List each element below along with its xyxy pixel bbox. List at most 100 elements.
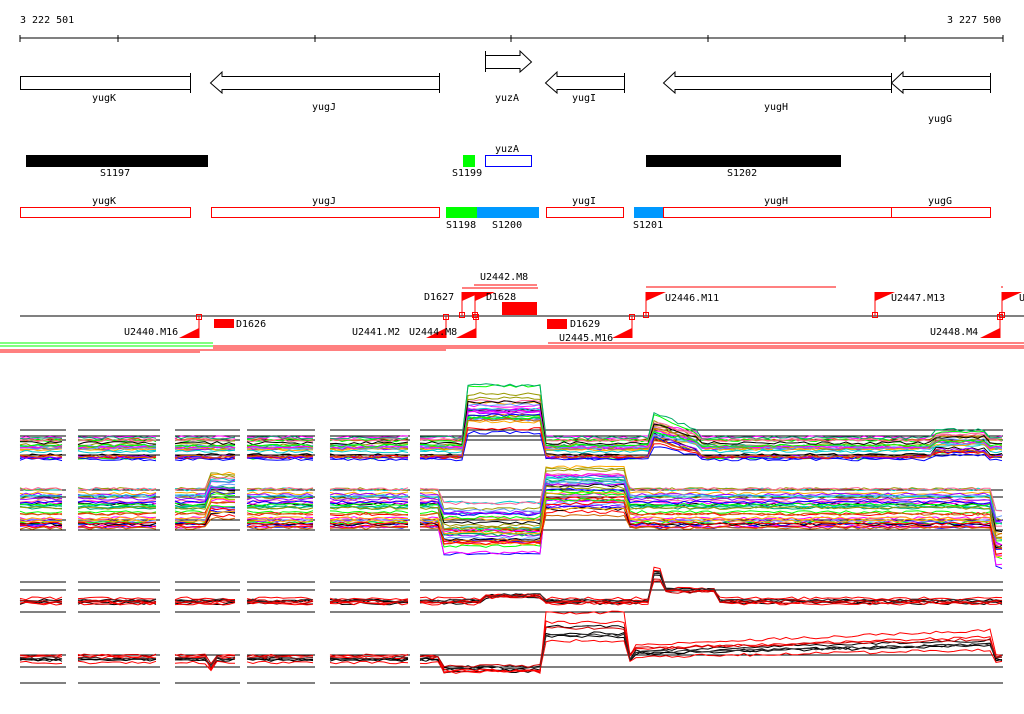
expression-trace [19, 599, 63, 603]
annotation-S1198[interactable] [446, 207, 477, 218]
expression-trace [77, 455, 157, 460]
expression-trace [77, 526, 157, 530]
expression-trace [174, 457, 236, 462]
feature-D1628[interactable] [502, 302, 537, 315]
expression-trace [77, 497, 157, 501]
annotation-S1200[interactable] [477, 207, 539, 218]
expression-trace [174, 653, 236, 665]
annotation-track: yugK yugJ S1198 S1200 yugI S1201 yugH yu… [20, 196, 991, 231]
expression-trace [174, 438, 236, 442]
expression-trace [419, 430, 1003, 462]
expression-trace [77, 660, 157, 665]
expression-trace [419, 482, 1003, 523]
flag-markers [179, 292, 1022, 338]
gene-track: yugK yugJ yuzA yugI yugH yugG [20, 49, 991, 125]
expression-trace [419, 633, 1003, 669]
expression-trace [77, 601, 157, 606]
expression-trace [329, 438, 409, 443]
expression-trace [19, 441, 63, 445]
expression-trace [19, 439, 62, 443]
expression-panel [19, 610, 1003, 684]
expression-trace [19, 449, 63, 454]
expression-trace [329, 516, 408, 521]
expression-trace [77, 454, 157, 459]
expression-trace [77, 457, 157, 462]
expression-trace [419, 497, 1003, 560]
expression-trace [329, 453, 409, 458]
feature-label: U2440.M16 [124, 327, 178, 338]
expression-trace [329, 521, 409, 526]
expression-trace [77, 599, 157, 604]
terminator-flag-icon [426, 328, 446, 338]
gene-yugH[interactable]: yugH [662, 70, 892, 113]
expression-trace [329, 436, 409, 440]
expression-trace [329, 497, 409, 502]
expression-trace [329, 512, 409, 516]
gene-label: yugG [928, 114, 952, 125]
expression-trace [19, 516, 63, 521]
expression-trace [329, 438, 409, 443]
expression-trace [329, 521, 408, 525]
expression-trace [419, 410, 1003, 450]
feature-D1626[interactable] [214, 319, 234, 328]
expression-trace [19, 521, 63, 525]
expression-trace [77, 512, 157, 516]
expression-trace [419, 485, 1002, 538]
expression-trace [77, 445, 157, 450]
expression-trace [246, 519, 314, 523]
feature-D1629[interactable] [547, 319, 567, 329]
expression-trace [419, 407, 1003, 440]
terminator-flag-icon [980, 328, 1000, 338]
expression-trace [329, 660, 409, 665]
expression-trace [174, 449, 236, 453]
segment-yuzA[interactable] [485, 155, 532, 167]
flag-box [443, 314, 449, 320]
expression-trace [329, 445, 408, 450]
segment-S1199[interactable] [463, 155, 475, 167]
annotation-yugG[interactable] [891, 207, 991, 218]
expression-trace [246, 497, 314, 501]
gene-label: yugK [92, 93, 116, 104]
expression-trace [419, 513, 1003, 549]
annotation-yugJ[interactable] [211, 207, 440, 218]
expression-trace [329, 441, 409, 446]
expression-trace [246, 435, 314, 440]
expression-trace [246, 506, 314, 510]
gene-yuzA[interactable]: yuzA [485, 49, 533, 104]
expression-trace [246, 448, 314, 452]
annotation-label: S1198 [446, 220, 476, 231]
gene-label: yugI [572, 93, 596, 104]
expression-trace [419, 634, 1003, 670]
expression-trace [19, 443, 63, 448]
expression-trace [19, 494, 63, 498]
expression-trace [77, 441, 157, 445]
expression-trace [330, 435, 409, 439]
expression-trace [419, 476, 1003, 525]
segment-S1197[interactable] [26, 155, 208, 167]
expression-trace [246, 449, 314, 454]
annotation-yugI[interactable] [546, 207, 624, 218]
gene-yugJ[interactable]: yugJ [209, 70, 440, 113]
annotation-label: S1201 [633, 220, 663, 231]
expression-trace [174, 599, 236, 604]
expression-trace [246, 658, 314, 663]
segment-S1202[interactable] [646, 155, 841, 167]
expression-trace [174, 471, 236, 495]
expression-trace [246, 600, 314, 604]
gene-yugI[interactable]: yugI [544, 70, 625, 104]
annotation-label: yugI [572, 196, 596, 207]
annotation-yugH[interactable] [663, 207, 892, 218]
expression-trace [19, 526, 63, 530]
gene-yugK[interactable]: yugK [20, 73, 191, 104]
annotation-S1201[interactable] [634, 207, 664, 218]
expression-trace [19, 500, 63, 505]
expression-trace [174, 486, 236, 501]
expression-trace [174, 497, 236, 520]
expression-trace [174, 491, 236, 510]
expression-trace [246, 491, 314, 496]
expression-trace [19, 454, 63, 458]
expression-trace [419, 474, 1003, 511]
gene-yugG[interactable]: yugG [890, 70, 991, 125]
annotation-yugK[interactable] [20, 207, 191, 218]
